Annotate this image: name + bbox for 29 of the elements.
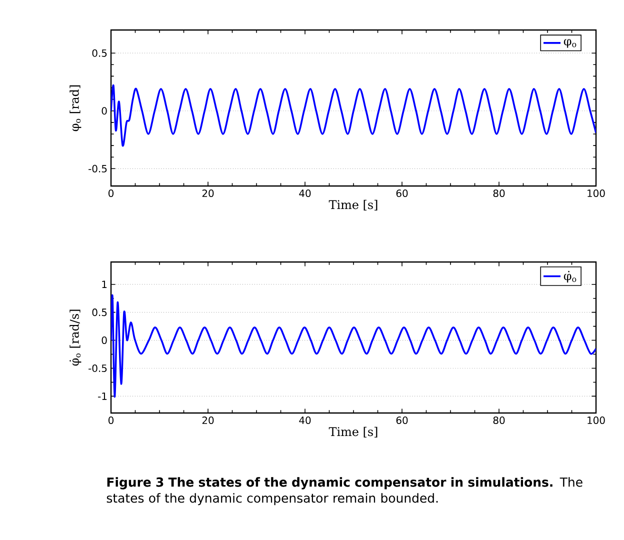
y-tick-label: 0 bbox=[102, 336, 107, 344]
y-tick-label: 0 bbox=[102, 107, 107, 115]
text: Figure 3 The states of the dynamic compensator in simulations. The states of the dynamic compensator remain bounded. bbox=[106, 477, 582, 506]
x-axis-title: Time [s] bbox=[328, 200, 378, 211]
x-tick-label: 0 bbox=[108, 416, 114, 424]
x-tick-label: 20 bbox=[202, 190, 214, 198]
x-tick-label: 80 bbox=[493, 190, 505, 198]
y-axis-title: φ$_{o}$ [rad] bbox=[70, 85, 82, 132]
legend-label: φ$_{o}$ bbox=[564, 39, 576, 48]
x-tick-label: 100 bbox=[588, 416, 605, 424]
y-tick-label: 0.5 bbox=[92, 49, 107, 57]
x-tick-label: 20 bbox=[202, 416, 214, 424]
y-tick-label: -0.5 bbox=[88, 164, 107, 172]
x-tick-label: 40 bbox=[299, 416, 311, 424]
y-tick-label: -0.5 bbox=[88, 364, 107, 372]
line-series bbox=[111, 84, 596, 146]
x-tick-label: 60 bbox=[396, 416, 408, 424]
x-tick-label: 100 bbox=[588, 190, 605, 198]
y-tick-label: 1 bbox=[102, 280, 107, 288]
legend-label: φ̇$_{o}$ bbox=[564, 270, 576, 283]
x-tick-label: 0 bbox=[108, 190, 114, 198]
y-tick-label: -1 bbox=[98, 392, 107, 400]
x-axis-title: Time [s] bbox=[328, 426, 378, 438]
y-tick-label: 0.5 bbox=[92, 308, 107, 316]
x-tick-label: 80 bbox=[493, 416, 505, 424]
x-tick-label: 40 bbox=[299, 190, 311, 198]
y-axis-title: φ̇$_{o}$ [rad/s] bbox=[70, 310, 82, 366]
line-series bbox=[111, 295, 596, 398]
x-tick-label: 60 bbox=[396, 190, 408, 198]
